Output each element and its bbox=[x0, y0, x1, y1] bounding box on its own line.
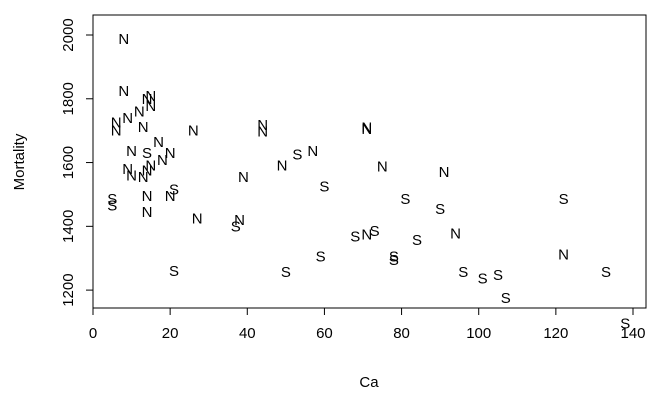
x-tick-label: 20 bbox=[162, 325, 179, 342]
data-point-north: N bbox=[439, 164, 450, 181]
x-axis: 0 20 40 60 80 100 120 140 bbox=[89, 308, 646, 342]
data-point-north: N bbox=[142, 204, 153, 221]
data-point-south: S bbox=[316, 249, 326, 266]
data-point-north: N bbox=[126, 167, 137, 184]
data-point-south: S bbox=[281, 264, 291, 281]
data-point-south: S bbox=[559, 191, 569, 208]
data-point-north: N bbox=[145, 88, 156, 105]
x-tick-label: 120 bbox=[543, 325, 568, 342]
y-tick-label: 1600 bbox=[60, 146, 77, 179]
y-tick-label: 1800 bbox=[60, 82, 77, 115]
data-point-south: S bbox=[169, 263, 179, 280]
data-point-north: N bbox=[118, 31, 129, 48]
data-point-north: N bbox=[111, 123, 122, 140]
x-tick-label: 100 bbox=[466, 325, 491, 342]
data-point-north: N bbox=[111, 115, 122, 132]
data-point-north: N bbox=[126, 143, 137, 160]
data-point-north: N bbox=[145, 158, 156, 175]
data-point-north: N bbox=[192, 210, 203, 227]
data-point-north: N bbox=[138, 119, 149, 136]
data-point-south: S bbox=[169, 182, 179, 199]
data-point-south: S bbox=[400, 191, 410, 208]
data-point-north: N bbox=[118, 83, 129, 100]
data-point-south: S bbox=[350, 229, 360, 246]
data-point-north: N bbox=[257, 123, 268, 140]
data-point-north: N bbox=[165, 145, 176, 162]
y-axis-title: Mortality bbox=[11, 133, 28, 190]
y-tick-label: 1200 bbox=[60, 273, 77, 306]
x-tick-label: 0 bbox=[89, 325, 97, 342]
data-point-south: S bbox=[319, 178, 329, 195]
data-point-north: N bbox=[157, 152, 168, 169]
data-point-south: S bbox=[435, 201, 445, 218]
data-point-south: S bbox=[601, 264, 611, 281]
data-point-south: S bbox=[292, 147, 302, 164]
data-point-north: N bbox=[122, 110, 133, 127]
plot-frame bbox=[92, 14, 647, 309]
x-tick-label: 80 bbox=[393, 325, 410, 342]
data-point-south: S bbox=[231, 218, 241, 235]
data-point-north: N bbox=[377, 159, 388, 176]
data-point-north: N bbox=[450, 225, 461, 242]
data-point-south: S bbox=[389, 249, 399, 266]
data-point-north: N bbox=[257, 117, 268, 134]
y-axis: 1200 1400 1600 1800 2000 bbox=[60, 18, 93, 307]
data-point-north: N bbox=[165, 188, 176, 205]
data-point-north: N bbox=[138, 169, 149, 186]
x-tick-label: 40 bbox=[239, 325, 256, 342]
data-point-south: S bbox=[107, 198, 117, 215]
data-point-south: S bbox=[458, 264, 468, 281]
data-point-north: N bbox=[238, 169, 249, 186]
x-axis-title: Ca bbox=[359, 374, 379, 391]
data-point-north: N bbox=[142, 188, 153, 205]
data-point-north: N bbox=[307, 143, 318, 160]
data-point-north: N bbox=[122, 161, 133, 178]
data-point-north: N bbox=[234, 212, 245, 229]
data-point-north: N bbox=[188, 123, 199, 140]
data-point-north: N bbox=[361, 226, 372, 243]
data-point-north: N bbox=[361, 121, 372, 138]
data-point-north: N bbox=[153, 134, 164, 151]
data-point-south: S bbox=[493, 267, 503, 284]
data-point-south: S bbox=[478, 270, 488, 287]
data-point-north: N bbox=[361, 119, 372, 136]
data-point-south: S bbox=[412, 232, 422, 249]
data-point-north: N bbox=[142, 91, 153, 108]
x-tick-label: 60 bbox=[316, 325, 333, 342]
data-point-south: S bbox=[142, 145, 152, 162]
data-point-north: N bbox=[142, 163, 153, 180]
x-tick-label: 140 bbox=[620, 325, 645, 342]
data-point-south: S bbox=[370, 223, 380, 240]
y-tick-label: 1400 bbox=[60, 210, 77, 243]
data-point-north: N bbox=[134, 104, 145, 121]
data-point-south: S bbox=[389, 252, 399, 269]
data-point-south: S bbox=[107, 191, 117, 208]
data-point-south: S bbox=[620, 315, 630, 332]
data-point-south: S bbox=[501, 290, 511, 307]
data-point-north: N bbox=[277, 157, 288, 174]
y-tick-label: 2000 bbox=[60, 18, 77, 51]
data-point-north: N bbox=[145, 98, 156, 115]
data-point-north: N bbox=[558, 246, 569, 263]
